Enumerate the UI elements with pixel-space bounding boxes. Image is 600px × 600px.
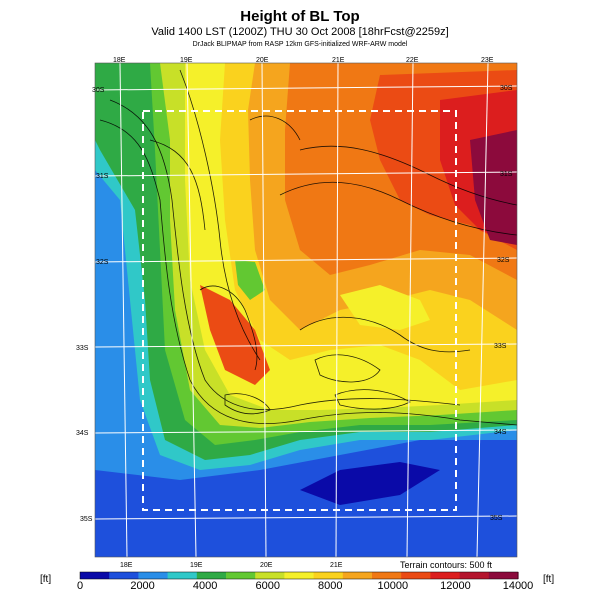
color-scale-swatch	[255, 572, 285, 579]
terrain-contour-3	[179, 69, 261, 361]
color-scale-swatch	[313, 572, 344, 579]
color-scale-tick-label: 12000	[440, 580, 471, 592]
left-lat-label: 33S	[76, 345, 89, 352]
right-lat-label: 34S	[494, 429, 507, 436]
color-scale-swatch	[226, 572, 256, 579]
meridian-21e	[335, 62, 339, 558]
level-14000	[470, 130, 517, 245]
right-lat-label: 32S	[497, 257, 510, 264]
color-scale-bar	[79, 571, 519, 580]
left-lat-label: 30S	[92, 87, 105, 94]
ocean-deep-patch	[300, 462, 440, 505]
color-scale-swatch	[80, 572, 110, 579]
scale-unit-right: [ft]	[543, 574, 555, 585]
valid-time-text: Valid 1400 LST (1200Z) THU 30 Oct 2008	[151, 26, 356, 38]
axis-labels: 18E 19E 20E 21E 22E 23E 18E 19E 20E 21E …	[76, 57, 513, 569]
valid-time-line: Valid 1400 LST (1200Z) THU 30 Oct 2008 […	[0, 26, 600, 38]
top-lon-label: 19E	[180, 57, 193, 64]
bottom-lon-label: 18E	[120, 562, 133, 569]
meridian-19e	[186, 62, 197, 558]
terrain-contour-8	[314, 354, 381, 383]
color-scale-swatch	[459, 572, 490, 579]
meridian-20e	[261, 62, 267, 558]
parallel-32s	[94, 257, 518, 263]
color-scale-tick-label: 14000	[502, 580, 534, 592]
color-scale-tick-label: 2000	[130, 580, 155, 592]
parallel-34s	[94, 429, 518, 434]
terrain-contour-6	[299, 316, 471, 353]
terrain-contour-note: Terrain contours: 500 ft	[400, 560, 493, 570]
terrain-contour-10	[334, 389, 411, 410]
color-scale-swatch	[430, 572, 461, 579]
high-ridge-southwest	[200, 285, 270, 385]
top-lon-label: 18E	[113, 57, 126, 64]
parallel-30s	[94, 85, 518, 91]
left-lat-label: 32S	[96, 259, 109, 266]
top-lon-label: 21E	[332, 57, 345, 64]
top-lon-label: 22E	[406, 57, 419, 64]
terrain-contour-9	[224, 393, 271, 415]
terrain-contour-12	[149, 139, 206, 231]
color-scale-swatch	[284, 572, 315, 579]
right-lat-label: 31S	[500, 171, 513, 178]
map-title: Height of BL Top	[240, 8, 360, 25]
right-lat-label: 33S	[494, 343, 507, 350]
terrain-contour-11	[249, 115, 301, 141]
terrain-contours	[99, 69, 518, 426]
terrain-contour-7	[199, 285, 258, 371]
color-scale-swatch	[109, 572, 139, 579]
model-description: DrJack BLIPMAP from RASP 12km GFS-initia…	[192, 41, 408, 48]
bottom-lon-label: 20E	[260, 562, 273, 569]
color-scale-swatch	[196, 572, 227, 579]
color-scale-tick-label: 0	[76, 580, 84, 592]
local-low-patch	[235, 260, 265, 300]
right-lat-label: 30S	[500, 85, 513, 92]
meridian-22e	[406, 62, 414, 558]
top-lon-label: 20E	[256, 57, 269, 64]
color-scale-tick-label: 10000	[377, 580, 409, 592]
color-scale-tick-label: 8000	[318, 580, 343, 592]
meridian-23e	[476, 62, 489, 558]
terrain-contour-2	[109, 99, 461, 411]
color-scale-tick-label: 6000	[255, 580, 280, 592]
bl-top-field	[95, 63, 517, 557]
left-lat-label: 31S	[96, 173, 109, 180]
lat-lon-grid	[94, 62, 518, 558]
left-lat-label: 34S	[76, 430, 89, 437]
terrain-contour-1	[99, 119, 518, 426]
parallel-33s	[94, 343, 518, 348]
meridian-18e	[119, 62, 128, 558]
top-lon-label: 23E	[481, 57, 494, 64]
inner-domain-box	[142, 110, 457, 511]
parallel-35s	[94, 515, 518, 520]
color-scale-swatch	[167, 572, 198, 579]
parallel-31s	[94, 171, 518, 177]
color-scale-tick-label: 4000	[192, 580, 218, 592]
terrain-contour-4	[299, 145, 518, 206]
right-lat-label: 35S	[490, 515, 503, 522]
color-scale-swatch	[342, 572, 373, 579]
color-scale-swatch	[138, 572, 169, 579]
scale-unit-left: [ft]	[40, 574, 52, 585]
color-scale-outline	[79, 571, 519, 580]
terrain-contour-5	[279, 181, 518, 236]
local-patch-east	[340, 285, 430, 330]
color-scale-swatch	[488, 572, 519, 579]
map-frame	[94, 62, 518, 558]
bottom-lon-label: 19E	[190, 562, 203, 569]
color-scale-swatch	[401, 572, 431, 579]
forecast-suffix: [18hrFcst@2259z]	[358, 26, 449, 38]
left-lat-label: 35S	[80, 516, 93, 523]
color-scale-swatch	[372, 572, 402, 579]
bottom-lon-label: 21E	[330, 562, 343, 569]
